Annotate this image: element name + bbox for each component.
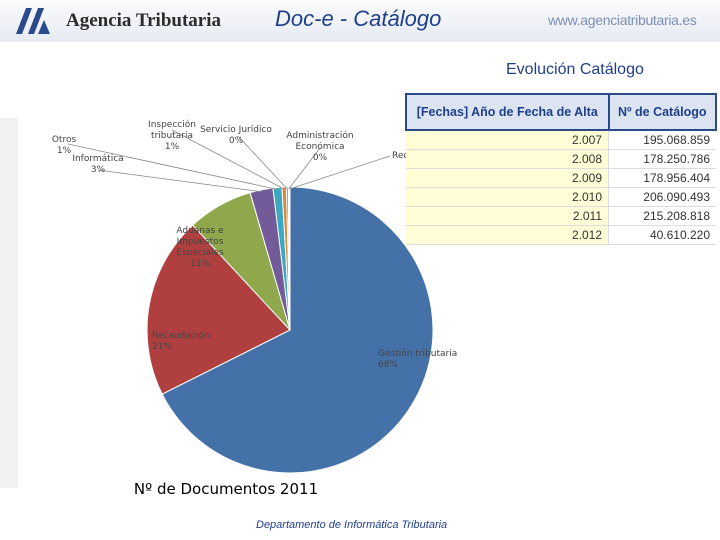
slice-label-8: Rec (392, 151, 408, 161)
table-row: 2.007 195.068.859 (406, 130, 716, 150)
table-row: 2.009 178.956.404 (406, 168, 716, 188)
table-cell-year: 2.012 (406, 225, 609, 245)
table-cell-year: 2.011 (406, 206, 609, 226)
leader-line-4 (67, 143, 278, 190)
leader-line-6 (237, 135, 288, 190)
pie-slice-1 (146, 224, 291, 395)
table-cell-value: 215.208.818 (608, 206, 716, 226)
catalog-table: [Fechas] Año de Fecha de Alta Nº de Catá… (405, 93, 717, 245)
table-row: 2.010 206.090.493 (406, 187, 716, 207)
header-bar: Agencia Tributaria Doc-e - Catálogo www.… (0, 0, 720, 42)
table-header-year[interactable]: [Fechas] Año de Fecha de Alta (405, 93, 610, 131)
table-cell-value: 40.610.220 (608, 225, 716, 245)
chart-title: Nº de Documentos 2011 (134, 480, 318, 498)
table-cell-value: 178.250.786 (608, 149, 716, 169)
slice-label-3: Informática 3% (72, 154, 123, 175)
table-cell-year: 2.008 (406, 149, 609, 169)
leader-line-3 (97, 169, 262, 193)
table-cell-value: 195.068.859 (608, 130, 716, 150)
slice-label-6: Servicio Jurídico 0% (200, 125, 272, 146)
table-header-count[interactable]: Nº de Catálogo (607, 93, 717, 131)
table-cell-year: 2.007 (406, 130, 609, 150)
slice-label-1: Recaudación 21% (152, 330, 209, 352)
leader-line-8 (289, 155, 391, 190)
table-row: 2.011 215.208.818 (406, 206, 716, 226)
left-band (0, 118, 18, 488)
leader-line-7 (288, 147, 321, 190)
footer-text: Departamento de Informática Tributaria (256, 519, 448, 531)
slice-label-5: Inspección tributaria 1% (148, 119, 196, 152)
table-cell-year: 2.010 (406, 187, 609, 207)
agency-logo-icon (16, 8, 50, 34)
slice-label-0: Gestión tributaria 68% (378, 348, 457, 370)
section-title: Evolución Catálogo (506, 61, 644, 78)
leader-line-5 (171, 129, 285, 190)
pie-slice-0 (161, 186, 434, 474)
table-cell-value: 206.090.493 (608, 187, 716, 207)
catalog-table-panel: [Fechas] Año de Fecha de Alta Nº de Catá… (405, 93, 720, 245)
slice-label-2: Aduanas e Impuestos Especiales 11% (176, 226, 224, 269)
site-url[interactable]: www.agenciatributaria.es (548, 12, 697, 28)
slice-label-4: Otros 1% (52, 135, 77, 156)
table-cell-year: 2.009 (406, 168, 609, 188)
slice-label-7: Administración Económica 0% (286, 130, 353, 163)
org-name: Agencia Tributaria (66, 10, 221, 31)
slide-title: Doc-e - Catálogo (275, 6, 442, 31)
table-row: 2.008 178.250.786 (406, 149, 716, 169)
pie-chart: Gestión tributaria 68% Recaudación 21% Aduan… (52, 119, 457, 498)
table-row: 2.012 40.610.220 (406, 225, 716, 245)
table-cell-value: 178.956.404 (608, 168, 716, 188)
